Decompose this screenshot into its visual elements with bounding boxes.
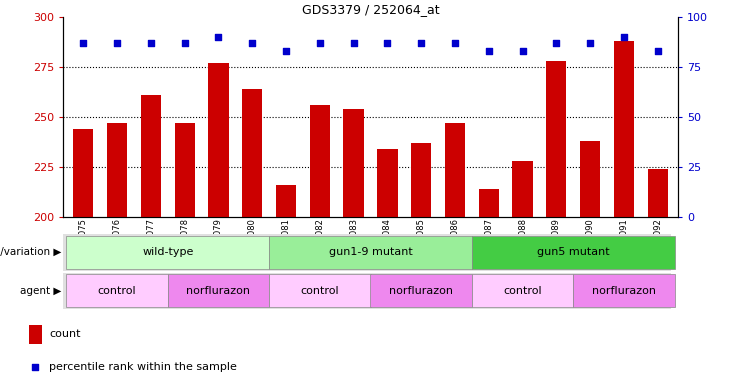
Bar [479, 189, 499, 217]
Point [584, 40, 596, 46]
Point [179, 40, 190, 46]
Bar [73, 129, 93, 217]
Point [280, 48, 292, 54]
Bar [574, 275, 674, 307]
Point [483, 48, 495, 54]
Text: control: control [301, 286, 339, 296]
Text: gun1-9 mutant: gun1-9 mutant [328, 247, 413, 258]
Point [415, 40, 427, 46]
Text: gun5 mutant: gun5 mutant [537, 247, 610, 258]
Bar [141, 95, 161, 217]
Point [449, 40, 461, 46]
Point [618, 34, 630, 40]
Text: norflurazon: norflurazon [592, 286, 656, 296]
Point [314, 40, 326, 46]
Text: norflurazon: norflurazon [389, 286, 453, 296]
Bar [472, 236, 674, 269]
Point [551, 40, 562, 46]
Point [552, 195, 564, 201]
Text: wild-type: wild-type [142, 247, 193, 258]
Bar [208, 63, 228, 217]
Point [213, 34, 225, 40]
Bar [648, 169, 668, 217]
Bar [174, 123, 195, 217]
Bar [580, 141, 600, 217]
Text: control: control [98, 286, 136, 296]
Text: agent ▶: agent ▶ [20, 286, 62, 296]
Bar [269, 236, 472, 269]
Bar [344, 109, 364, 217]
Bar [67, 275, 167, 307]
Point [382, 40, 393, 46]
Bar [546, 61, 567, 217]
Bar [445, 123, 465, 217]
Bar [242, 89, 262, 217]
Point [246, 40, 258, 46]
Text: genotype/variation ▶: genotype/variation ▶ [0, 247, 62, 258]
Bar [67, 236, 269, 269]
Text: norflurazon: norflurazon [187, 286, 250, 296]
Point [111, 40, 123, 46]
Bar [370, 275, 472, 307]
Bar [411, 143, 431, 217]
Bar [107, 123, 127, 217]
Bar [269, 275, 370, 307]
Bar [276, 185, 296, 217]
Bar [513, 161, 533, 217]
Text: percentile rank within the sample: percentile rank within the sample [49, 362, 237, 372]
Point [652, 48, 664, 54]
Bar [614, 41, 634, 217]
Point [145, 40, 157, 46]
Bar [377, 149, 397, 217]
Title: GDS3379 / 252064_at: GDS3379 / 252064_at [302, 3, 439, 16]
Point [516, 48, 528, 54]
Text: control: control [503, 286, 542, 296]
Bar [167, 275, 269, 307]
Point [77, 40, 89, 46]
Bar [310, 105, 330, 217]
Text: count: count [49, 329, 81, 339]
Bar [472, 275, 574, 307]
Point [348, 40, 359, 46]
Bar [29, 325, 41, 344]
